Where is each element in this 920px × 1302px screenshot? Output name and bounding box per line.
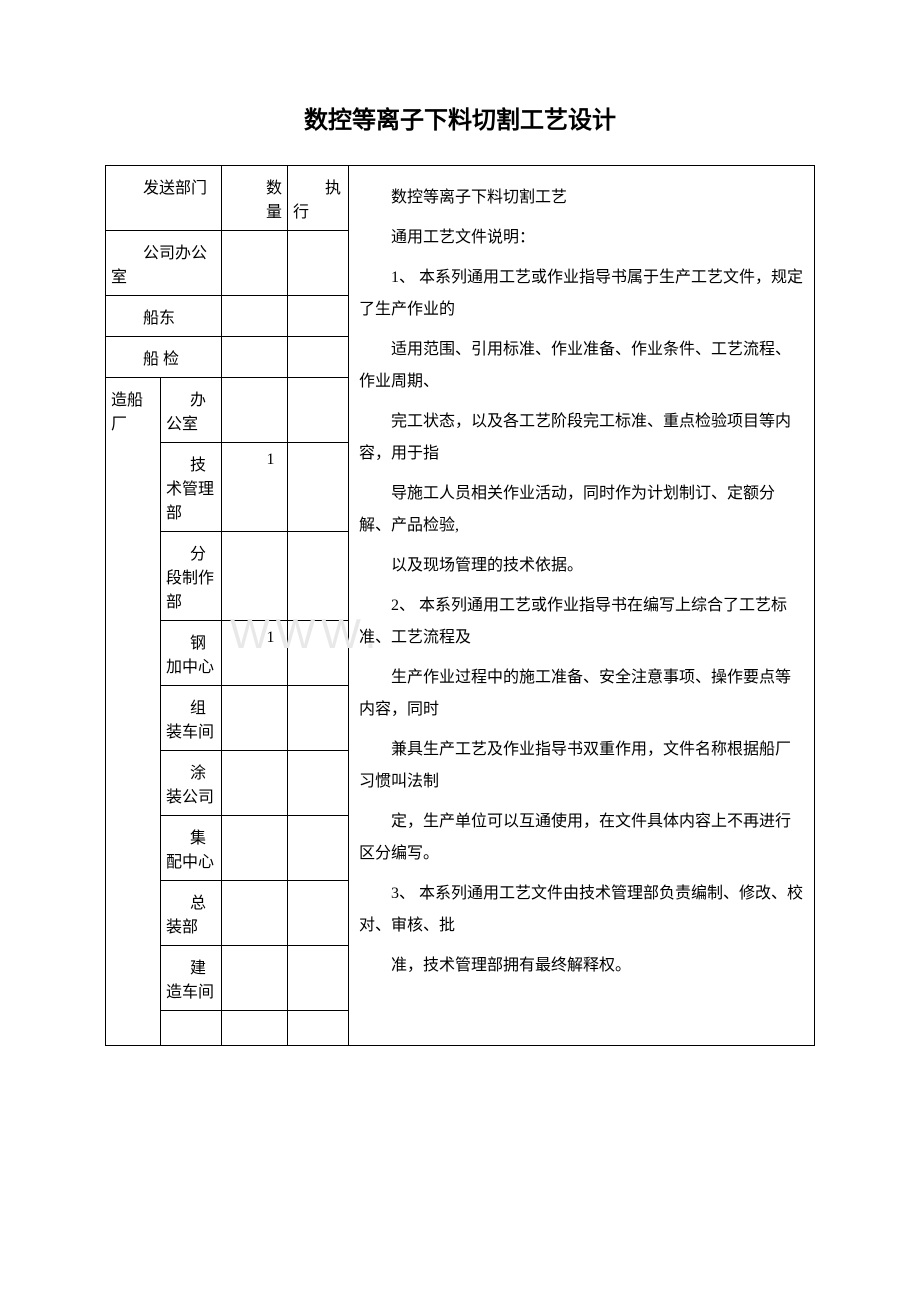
cell-shipinspect: 船 检 [106, 337, 222, 378]
cell-shipinspect-exec [288, 337, 349, 378]
cell-sub-build: 建造车间 [161, 946, 222, 1011]
cell-sub-steel-exec [288, 621, 349, 686]
content-heading: 数控等离子下料切割工艺 [359, 182, 804, 214]
para-3a: 3、 本系列通用工艺文件由技术管理部负责编制、修改、校对、审核、批 [359, 878, 804, 942]
header-qty: 数量 [222, 166, 288, 231]
cell-sub-assembly-qty [222, 686, 288, 751]
distribution-table: 发送部门 数量 执行 数控等离子下料切割工艺 通用工艺文件说明： 1、 本系列通… [105, 165, 815, 1046]
cell-sub-gather-qty [222, 816, 288, 881]
cell-sub-paint: 涂装公司 [161, 751, 222, 816]
cell-shipowner-exec [288, 296, 349, 337]
para-1c: 完工状态，以及各工艺阶段完工标准、重点检验项目等内容，用于指 [359, 406, 804, 470]
cell-sub-steel-qty: 1 [222, 621, 288, 686]
para-3b: 准，技术管理部拥有最终解释权。 [359, 950, 804, 982]
para-1e: 以及现场管理的技术依据。 [359, 550, 804, 582]
para-2c: 兼具生产工艺及作业指导书双重作用，文件名称根据船厂习惯叫法制 [359, 734, 804, 798]
cell-sub-office-qty [222, 378, 288, 443]
cell-sub-assembly: 组装车间 [161, 686, 222, 751]
cell-sub-final-exec [288, 881, 349, 946]
header-exec: 执行 [288, 166, 349, 231]
cell-sub-tech-exec [288, 443, 349, 532]
cell-sub-gather-exec [288, 816, 349, 881]
cell-sub-paint-qty [222, 751, 288, 816]
para-2b: 生产作业过程中的施工准备、安全注意事项、操作要点等内容，同时 [359, 662, 804, 726]
cell-sub-tech: 技术管理部 [161, 443, 222, 532]
cell-shipyard-label: 造船厂 [106, 378, 161, 1046]
header-row: 发送部门 数量 执行 数控等离子下料切割工艺 通用工艺文件说明： 1、 本系列通… [106, 166, 815, 231]
cell-sub-final-qty [222, 881, 288, 946]
cell-shipinspect-qty [222, 337, 288, 378]
cell-office-qty [222, 231, 288, 296]
para-1a: 1、 本系列通用工艺或作业指导书属于生产工艺文件，规定了生产作业的 [359, 262, 804, 326]
cell-sub-build-qty [222, 946, 288, 1011]
cell-sub-section-exec [288, 532, 349, 621]
para-1b: 适用范围、引用标准、作业准备、作业条件、工艺流程、作业周期、 [359, 334, 804, 398]
cell-empty-qty [222, 1011, 288, 1046]
cell-sub-section-qty [222, 532, 288, 621]
cell-sub-section: 分段制作部 [161, 532, 222, 621]
cell-sub-assembly-exec [288, 686, 349, 751]
page-title: 数控等离子下料切割工艺设计 [105, 100, 815, 135]
content-cell: 数控等离子下料切割工艺 通用工艺文件说明： 1、 本系列通用工艺或作业指导书属于… [349, 166, 815, 1046]
cell-empty [161, 1011, 222, 1046]
cell-empty-exec [288, 1011, 349, 1046]
cell-sub-office: 办公室 [161, 378, 222, 443]
cell-sub-gather: 集配中心 [161, 816, 222, 881]
cell-sub-tech-qty: 1 [222, 443, 288, 532]
cell-sub-steel: 钢加中心 [161, 621, 222, 686]
cell-sub-final: 总装部 [161, 881, 222, 946]
cell-shipowner-qty [222, 296, 288, 337]
cell-sub-office-exec [288, 378, 349, 443]
cell-sub-build-exec [288, 946, 349, 1011]
document-page: WWW. 数控等离子下料切割工艺设计 发送部门 数量 执行 数控等离子下料切割工… [0, 0, 920, 1106]
cell-office-exec [288, 231, 349, 296]
para-2a: 2、 本系列通用工艺或作业指导书在编写上综合了工艺标准、工艺流程及 [359, 590, 804, 654]
cell-sub-paint-exec [288, 751, 349, 816]
para-1d: 导施工人员相关作业活动，同时作为计划制订、定额分解、产品检验, [359, 478, 804, 542]
notice-title: 通用工艺文件说明： [359, 222, 804, 254]
header-dept: 发送部门 [106, 166, 222, 231]
para-2d: 定，生产单位可以互通使用，在文件具体内容上不再进行区分编写。 [359, 806, 804, 870]
cell-office: 公司办公室 [106, 231, 222, 296]
cell-shipowner: 船东 [106, 296, 222, 337]
